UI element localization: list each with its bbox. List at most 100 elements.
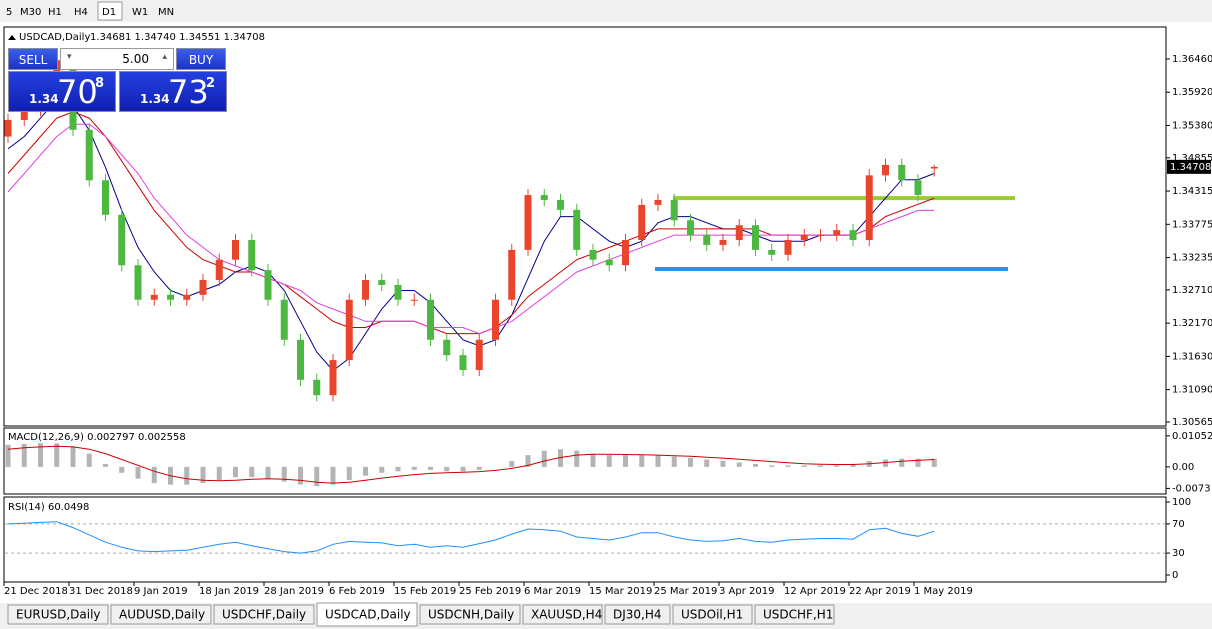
candle-body <box>670 199 678 221</box>
bid-prefix: 1.34 <box>29 92 59 106</box>
macd-panel <box>3 427 1167 495</box>
x-tick-label: 25 Mar 2019 <box>654 586 717 597</box>
x-tick-label: 6 Feb 2019 <box>329 586 385 597</box>
sell-button[interactable]: SELL <box>8 48 58 70</box>
y-tick-label: 1.33775 <box>1172 219 1212 230</box>
tab[interactable] <box>419 604 521 625</box>
x-tick-label: 25 Feb 2019 <box>459 586 521 597</box>
candle-body <box>118 214 126 266</box>
tab[interactable] <box>316 602 418 627</box>
tab[interactable] <box>110 604 212 625</box>
macd-bar <box>606 455 612 467</box>
bid-small: 8 <box>95 76 105 91</box>
ask-price[interactable]: 1.34 73 2 <box>119 71 227 112</box>
candle-body <box>622 240 629 266</box>
tab-label[interactable]: USDCHF,H1 <box>763 608 833 622</box>
candle-body <box>930 166 938 169</box>
macd-bar <box>379 466 385 473</box>
ask-small: 2 <box>206 76 216 91</box>
macd-bar <box>801 465 807 467</box>
macd-bar <box>850 463 856 467</box>
timeframe-button[interactable]: W1 <box>132 7 148 18</box>
x-tick-label: 31 Dec 2018 <box>69 586 133 597</box>
candle-body <box>215 259 223 281</box>
tab-label[interactable]: USDCAD,Daily <box>325 608 411 622</box>
candle-body <box>443 339 451 356</box>
y-tick-label: 1.34855 <box>1172 153 1212 164</box>
tab[interactable] <box>604 604 671 625</box>
timeframe-button[interactable]: M30 <box>20 7 41 18</box>
x-tick-label: 28 Jan 2019 <box>264 586 324 597</box>
macd-bar <box>216 466 222 481</box>
candle-body <box>150 294 158 300</box>
macd-bar <box>298 466 303 485</box>
buy-button[interactable]: BUY <box>176 48 226 70</box>
macd-bar <box>931 458 937 467</box>
macd-bar <box>915 458 921 467</box>
tab-label[interactable]: EURUSD,Daily <box>16 608 101 622</box>
tab-label[interactable]: DJ30,H4 <box>613 608 662 622</box>
macd-signal <box>7 445 935 484</box>
macd-bar <box>558 449 563 467</box>
macd-bar <box>184 466 190 485</box>
y-tick-label: -0.0073 <box>1172 483 1211 494</box>
candle-body <box>20 110 28 120</box>
timeframe-button[interactable]: D1 <box>102 7 116 18</box>
current-price: 1.34708 <box>1170 162 1211 173</box>
tab[interactable] <box>213 604 315 625</box>
candle-body <box>540 195 548 200</box>
tab-label[interactable]: XAUUSD,H4 <box>531 608 602 622</box>
candle-body <box>768 249 776 255</box>
candle-body <box>865 175 873 241</box>
macd-bar <box>655 455 661 467</box>
timeframe-button[interactable]: MN <box>158 7 174 18</box>
y-tick-label: 1.31630 <box>1172 351 1212 362</box>
bid-price[interactable]: 1.34 70 8 <box>8 71 116 112</box>
timeframe-button[interactable]: 5 <box>6 7 12 18</box>
macd-bar <box>428 466 433 470</box>
candle-body <box>410 299 418 301</box>
tab[interactable] <box>7 604 109 625</box>
macd-bar <box>38 443 43 467</box>
macd-bar <box>444 466 450 472</box>
ask-prefix: 1.34 <box>140 92 170 106</box>
bid-big: 70 <box>57 73 98 111</box>
macd-bar <box>460 466 466 472</box>
rsi-panel <box>3 496 1167 583</box>
candle-body <box>833 230 841 236</box>
timeframe-button[interactable]: H1 <box>48 7 62 18</box>
tab[interactable] <box>672 604 753 625</box>
macd-bar <box>70 446 76 467</box>
tab[interactable] <box>754 604 835 625</box>
x-tick-label: 21 Dec 2018 <box>4 586 68 597</box>
candle-body <box>914 180 922 196</box>
tab[interactable] <box>522 604 603 625</box>
candle-body <box>784 240 792 255</box>
tab-label[interactable]: AUDUSD,Daily <box>119 608 205 622</box>
lot-input[interactable]: ▾ 5.00 ▴ <box>60 48 174 70</box>
tab-label[interactable]: USDOil,H1 <box>681 608 743 622</box>
candle-body <box>800 235 808 241</box>
macd-bar <box>281 466 287 482</box>
candle-body <box>183 294 191 300</box>
macd-bar <box>883 459 888 467</box>
y-tick-label: 1.35920 <box>1172 87 1212 98</box>
macd-bar <box>671 456 677 467</box>
y-tick-label: 1.34315 <box>1172 186 1212 197</box>
macd-bar <box>688 458 693 467</box>
tab-label[interactable]: USDCHF,Daily <box>222 608 306 622</box>
macd-bar <box>54 443 60 467</box>
macd-bar <box>834 465 840 467</box>
candle-body <box>654 199 662 205</box>
y-tick-label: 100 <box>1172 497 1191 508</box>
candle-body <box>492 299 499 340</box>
candle-body <box>345 299 353 361</box>
chart-title: USDCAD,Daily <box>19 32 90 43</box>
timeframe-button[interactable]: H4 <box>74 7 88 18</box>
tab-label[interactable]: USDCNH,Daily <box>428 608 514 622</box>
lot-value: 5.00 <box>122 52 149 66</box>
x-tick-label: 18 Jan 2019 <box>199 586 259 597</box>
macd-bar <box>411 466 417 470</box>
